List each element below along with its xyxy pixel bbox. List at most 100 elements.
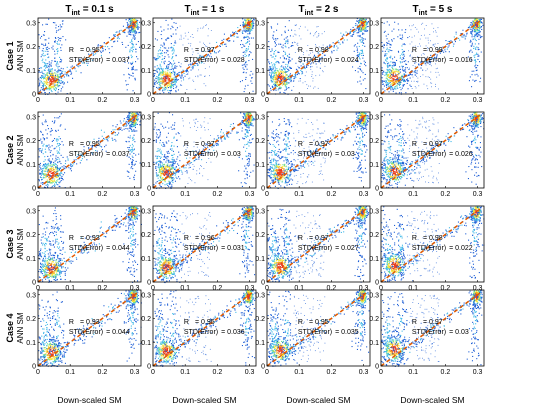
- x-tick-label: 0.3: [130, 369, 140, 376]
- panel-r2-c4: 00 0.1 0.1 0.2 0.2 0.3 0.3 R = 0.97 STD(Error) = 0…: [369, 111, 485, 198]
- x-tick-label: 0.1: [408, 369, 418, 376]
- x-tick-label: 0.3: [359, 191, 369, 198]
- y-tick-label: 0.1: [26, 256, 36, 263]
- x-tick-label: 0.3: [473, 191, 483, 198]
- x-tick-label: 0: [151, 285, 155, 292]
- x-tick-label: 0.1: [65, 191, 75, 198]
- y-tick-label: 0.1: [26, 68, 36, 75]
- y-tick-label: 0.1: [369, 68, 379, 75]
- panel-r1-c2: 00 0.1 0.1 0.2 0.2 0.3 0.3 R = 0.97 STD(Error) = 0…: [141, 17, 257, 104]
- y-tick-label: 0.3: [369, 20, 379, 27]
- y-axis-label: ANN SM: [16, 228, 25, 259]
- x-tick-label: 0: [36, 191, 40, 198]
- std-error-value: STD(Error) = 0.03: [184, 151, 241, 158]
- y-tick-label: 0.3: [141, 208, 151, 215]
- x-tick-label: 0.2: [213, 369, 223, 376]
- scatter-points: [267, 18, 369, 95]
- y-tick-label: 0: [261, 364, 265, 371]
- x-tick-label: 0.2: [213, 97, 223, 104]
- r-value: R = 0.95: [298, 319, 329, 326]
- scatter-points: [267, 112, 370, 189]
- x-tick-label: 0.2: [327, 191, 337, 198]
- x-tick-label: 0.1: [180, 191, 190, 198]
- panel-r4-c2: 00 0.1 0.1 0.2 0.2 0.3 0.3 R = 0.95 STD(Error) = 0…: [141, 289, 257, 376]
- y-tick-label: 0: [261, 186, 265, 193]
- scatter-points: [38, 206, 142, 283]
- y-tick-label: 0.1: [255, 340, 265, 347]
- panel-r1-c1: 00 0.1 0.1 0.2 0.2 0.3 0.3 R = 0.95 STD(Error) = 0…: [26, 17, 142, 104]
- y-tick-label: 0.1: [369, 340, 379, 347]
- y-tick-label: 0.3: [255, 114, 265, 121]
- y-tick-label: 0.3: [369, 292, 379, 299]
- y-tick-label: 0.3: [26, 208, 36, 215]
- x-tick-label: 0.3: [359, 369, 369, 376]
- y-tick-label: 0.2: [369, 316, 379, 323]
- y-tick-label: 0: [32, 280, 36, 287]
- y-tick-label: 0: [147, 186, 151, 193]
- y-tick-label: 0.2: [141, 316, 151, 323]
- y-tick-label: 0.2: [141, 138, 151, 145]
- y-tick-label: 0: [147, 280, 151, 287]
- panel-r4-c1: 00 0.1 0.1 0.2 0.2 0.3 0.3 R = 0.93 STD(Error) = 0…: [26, 289, 142, 376]
- std-error-value: STD(Error) = 0.044: [69, 245, 130, 252]
- svg-text:Case 4: Case 4: [5, 313, 15, 342]
- panel-r2-c2: 00 0.1 0.1 0.2 0.2 0.3 0.3 R = 0.97 STD(Error) = 0…: [141, 111, 257, 198]
- std-error-value: STD(Error) = 0.026: [412, 151, 473, 158]
- std-error-value: STD(Error) = 0.03: [298, 151, 355, 158]
- x-tick-label: 0.3: [359, 285, 369, 292]
- column-title-3: Tint = 2 s: [299, 4, 339, 17]
- r-value: R = 0.97: [412, 319, 443, 326]
- y-tick-label: 0: [261, 280, 265, 287]
- y-tick-label: 0: [375, 364, 379, 371]
- panel-r3-c4: 00 0.1 0.1 0.2 0.2 0.3 0.3 R = 0.98 STD(Error) = 0…: [369, 205, 485, 292]
- y-tick-label: 0.2: [141, 232, 151, 239]
- panel-r4-c4: 00 0.1 0.1 0.2 0.2 0.3 0.3 R = 0.97 STD(Error) = 0…: [369, 289, 485, 376]
- y-tick-label: 0.3: [26, 114, 36, 121]
- y-tick-label: 0.3: [26, 20, 36, 27]
- column-title-1: Tint = 0.1 s: [65, 4, 114, 17]
- y-tick-label: 0.3: [141, 292, 151, 299]
- y-tick-label: 0.3: [255, 20, 265, 27]
- std-error-value: STD(Error) = 0.044: [69, 329, 130, 336]
- x-tick-label: 0.2: [98, 285, 108, 292]
- y-tick-label: 0: [375, 186, 379, 193]
- panel-r3-c2: 00 0.1 0.1 0.2 0.2 0.3 0.3 R = 0.96 STD(Error) = 0…: [141, 205, 257, 292]
- std-error-value: STD(Error) = 0.024: [298, 57, 359, 64]
- x-tick-label: 0: [265, 285, 269, 292]
- y-axis-label: ANN SM: [16, 134, 25, 165]
- x-tick-label: 0.1: [180, 285, 190, 292]
- y-tick-label: 0.3: [369, 114, 379, 121]
- x-tick-label: 0.3: [245, 97, 255, 104]
- panel-r3-c1: 00 0.1 0.1 0.2 0.2 0.3 0.3 R = 0.93 STD(Error) = 0…: [26, 205, 142, 292]
- x-tick-label: 0.3: [245, 369, 255, 376]
- r-value: R = 0.97: [184, 47, 215, 54]
- y-tick-label: 0.3: [141, 114, 151, 121]
- x-tick-label: 0.3: [473, 97, 483, 104]
- x-tick-label: 0.1: [294, 285, 304, 292]
- svg-text:Case 2: Case 2: [5, 135, 15, 164]
- x-tick-label: 0.2: [441, 97, 451, 104]
- x-tick-label: 0.2: [327, 97, 337, 104]
- std-error-value: STD(Error) = 0.036: [184, 329, 245, 336]
- std-error-value: STD(Error) = 0.016: [412, 57, 473, 64]
- y-tick-label: 0: [147, 92, 151, 99]
- panel-r1-c4: 00 0.1 0.1 0.2 0.2 0.3 0.3 R = 0.99 STD(Error) = 0…: [369, 17, 485, 104]
- x-tick-label: 0: [379, 191, 383, 198]
- x-tick-label: 0.1: [65, 285, 75, 292]
- svg-text:Case 3: Case 3: [5, 229, 15, 258]
- y-tick-label: 0.3: [255, 292, 265, 299]
- r-value: R = 0.93: [69, 319, 100, 326]
- panel-r2-c1: 00 0.1 0.1 0.2 0.2 0.3 0.3 R = 0.95 STD(Error) = 0…: [26, 111, 142, 198]
- x-axis-label-1: Down-scaled SM: [172, 395, 236, 405]
- y-tick-label: 0.2: [26, 232, 36, 239]
- y-tick-label: 0.2: [26, 44, 36, 51]
- x-tick-label: 0.1: [65, 97, 75, 104]
- x-tick-label: 0: [265, 191, 269, 198]
- x-tick-label: 0.1: [408, 97, 418, 104]
- x-tick-label: 0: [151, 191, 155, 198]
- y-tick-label: 0.3: [369, 208, 379, 215]
- x-tick-label: 0.3: [473, 285, 483, 292]
- std-error-value: STD(Error) = 0.031: [184, 245, 245, 252]
- x-tick-label: 0: [36, 369, 40, 376]
- x-tick-label: 0.2: [441, 285, 451, 292]
